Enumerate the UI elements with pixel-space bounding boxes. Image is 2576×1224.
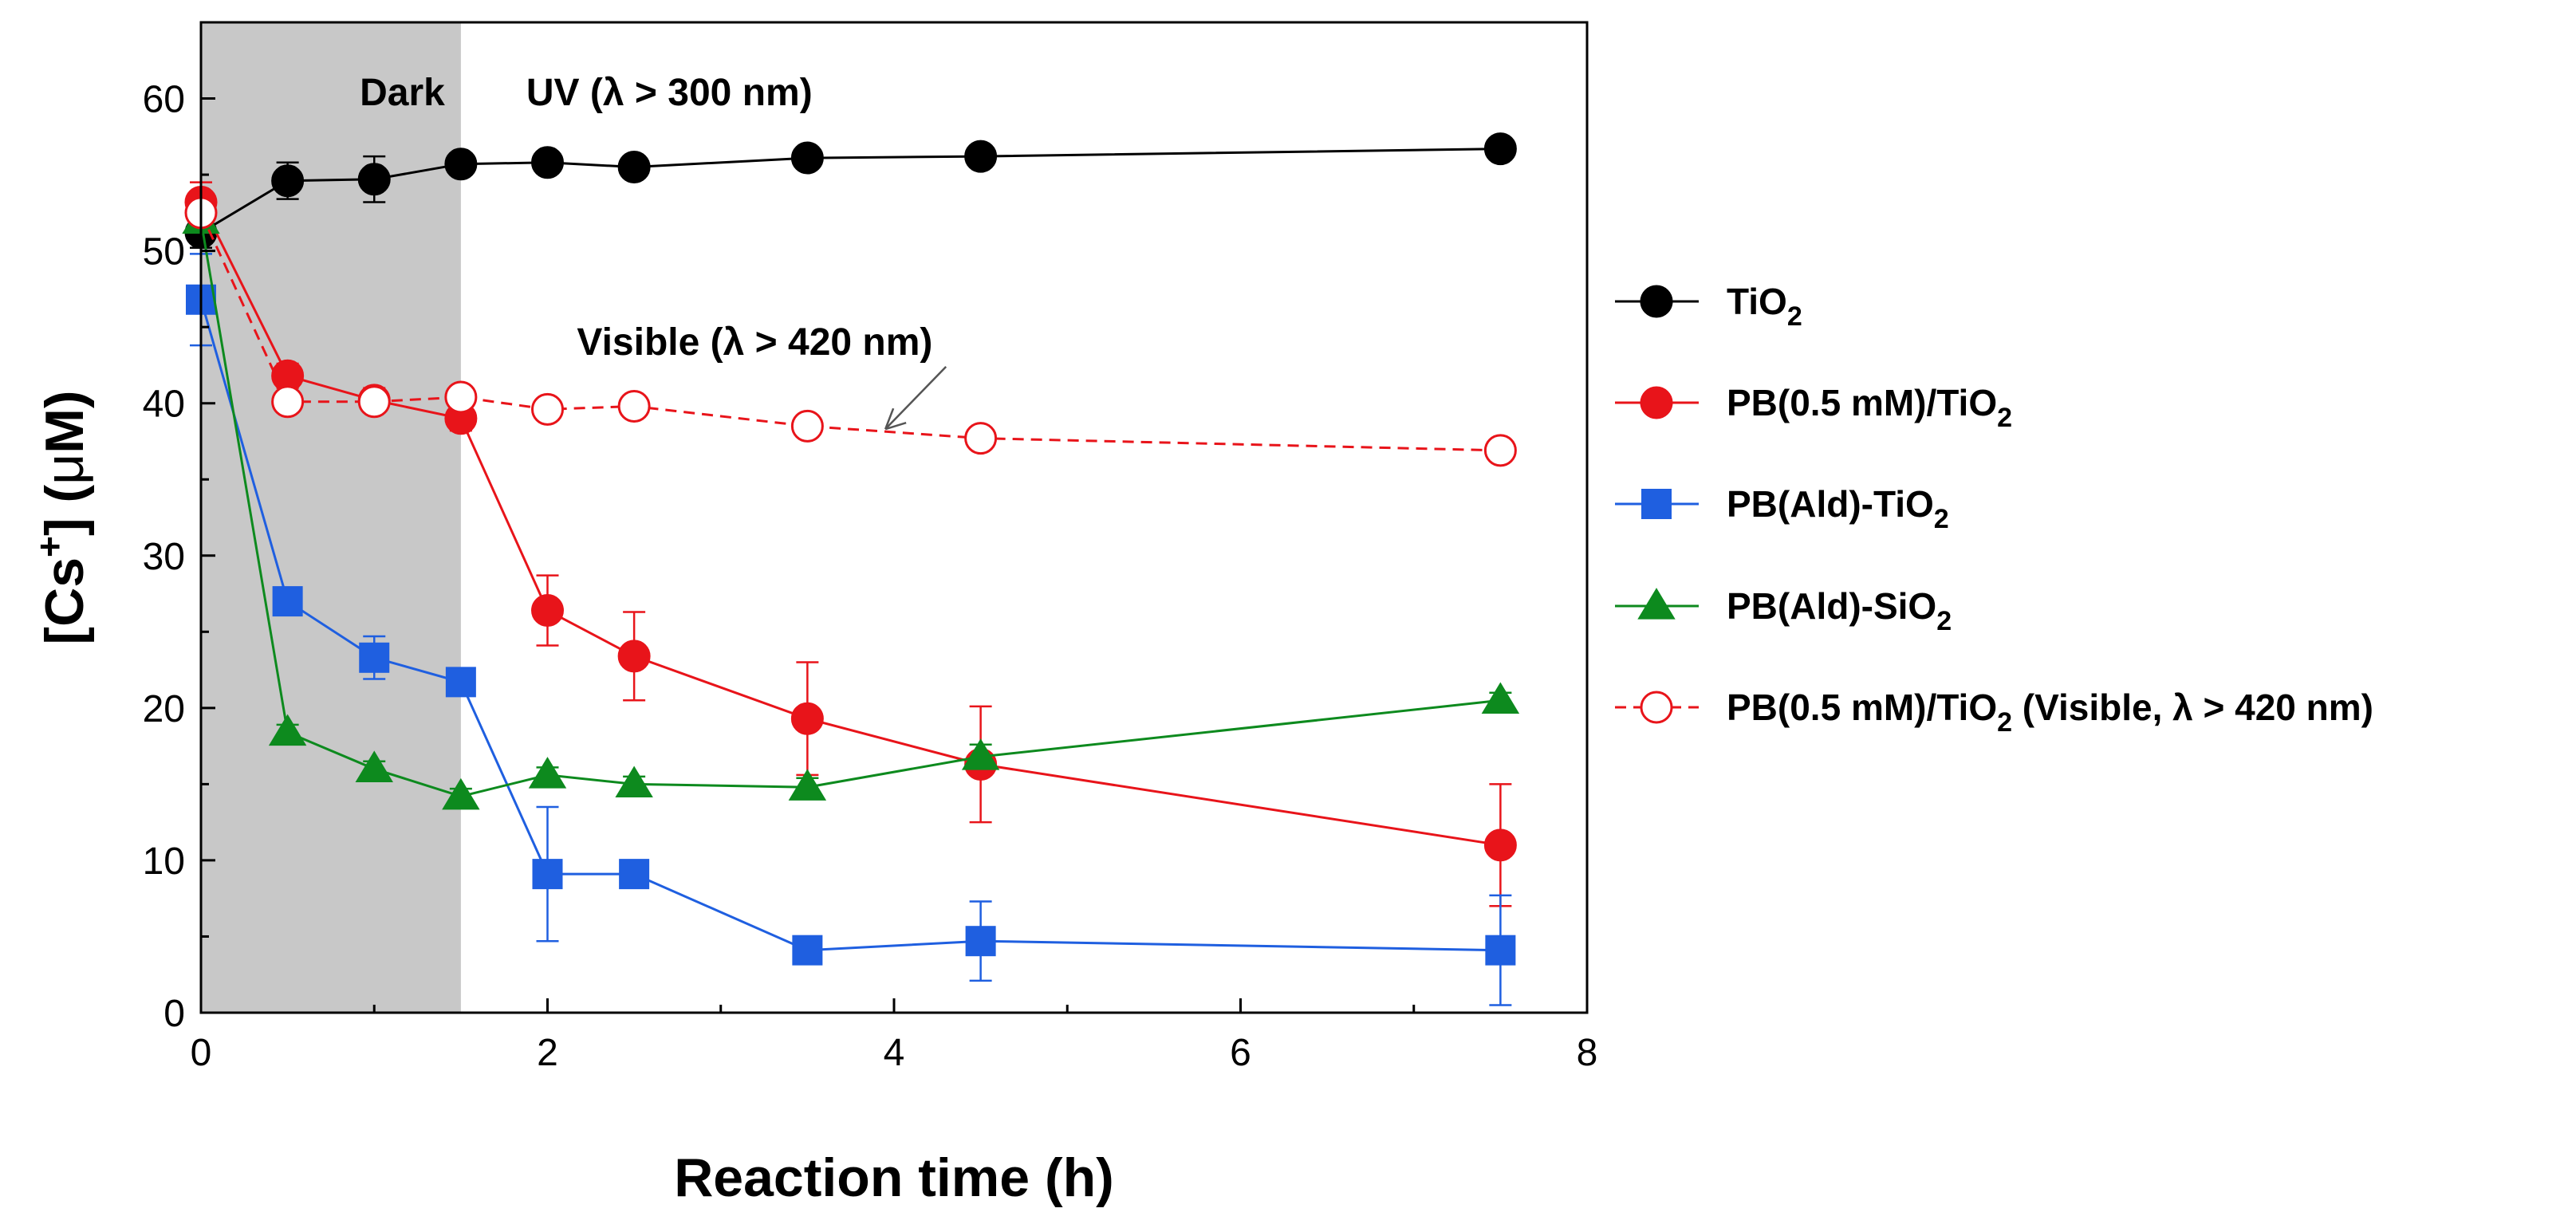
legend-label-main: PB(0.5 mM)/TiO xyxy=(1727,687,1997,728)
y-axis-title-mu: μ xyxy=(34,454,95,485)
data-point-pb-tio2-visible xyxy=(1483,434,1517,467)
y-tick-label: 40 xyxy=(143,384,185,426)
data-point-tio2 xyxy=(271,164,305,198)
dark-region xyxy=(201,22,461,1013)
legend-label-main: PB(Ald)-SiO xyxy=(1727,585,1936,627)
data-point-pb-ald-tio2 xyxy=(445,667,476,698)
legend-label-pb-tio2-visible: PB(0.5 mM)/TiO2 (Visible, λ > 420 nm) xyxy=(1727,687,2373,738)
data-point-pb-ald-tio2 xyxy=(1485,935,1516,966)
plot-area: Dark UV (λ > 300 nm) Visible (λ > 420 nm) xyxy=(182,22,1520,1013)
data-point-pb-ald-tio2 xyxy=(619,859,650,890)
legend-item-pb-tio2-visible: PB(0.5 mM)/TiO2 (Visible, λ > 420 nm) xyxy=(1615,687,2373,738)
data-point-pb-ald-sio2 xyxy=(961,738,1000,770)
legend-label-main: TiO xyxy=(1727,281,1787,322)
data-point-pb-tio2-visible xyxy=(357,385,391,419)
x-tick-label: 8 xyxy=(1577,1032,1598,1074)
y-axis-title-open: [Cs xyxy=(34,557,95,645)
data-point-pb-ald-sio2 xyxy=(528,757,567,789)
legend-item-pb-ald-tio2: PB(Ald)-TiO2 xyxy=(1615,483,1949,534)
data-point-pb-tio2-visible xyxy=(964,422,998,455)
legend-label-pb-ald-tio2: PB(Ald)-TiO2 xyxy=(1727,483,1949,534)
series-pb-ald-sio2 xyxy=(182,202,1520,810)
y-axis-title-unit: M) xyxy=(34,390,95,453)
y-tick-label: 0 xyxy=(163,993,185,1035)
data-point-tio2 xyxy=(964,140,998,173)
x-tick-label: 2 xyxy=(537,1032,558,1074)
legend-label-main: PB(Ald)-TiO xyxy=(1727,483,1934,525)
data-point-tio2 xyxy=(1483,132,1517,166)
legend-marker-pb-tio2-visible xyxy=(1640,691,1673,724)
y-tick-label: 60 xyxy=(143,79,185,121)
data-point-pb-tio2-visible xyxy=(790,409,824,443)
data-point-pb-tio2 xyxy=(790,702,824,735)
legend-item-tio2: TiO2 xyxy=(1615,281,1802,332)
data-point-pb-tio2-visible xyxy=(444,380,478,414)
data-point-pb-ald-tio2 xyxy=(272,586,303,617)
data-point-pb-tio2-visible xyxy=(531,392,564,426)
x-tick-label: 6 xyxy=(1230,1032,1251,1074)
data-point-pb-ald-tio2 xyxy=(792,935,823,966)
legend-label-pb-tio2: PB(0.5 mM)/TiO2 xyxy=(1727,382,2012,433)
legend-label-tio2: TiO2 xyxy=(1727,281,1802,332)
series-pb-ald-tio2 xyxy=(186,253,1516,1006)
legend-marker-tio2 xyxy=(1640,285,1673,318)
annotation-dark: Dark xyxy=(360,72,445,114)
legend-label-sub: 2 xyxy=(1787,301,1802,332)
legend-label-sub: 2 xyxy=(1997,707,2012,738)
data-point-pb-tio2 xyxy=(531,594,564,628)
legend-marker-pb-ald-tio2 xyxy=(1641,489,1672,519)
legend-label-main: PB(0.5 mM)/TiO xyxy=(1727,382,1997,423)
data-point-tio2 xyxy=(531,146,564,179)
data-point-pb-tio2-visible xyxy=(617,390,651,423)
data-point-tio2 xyxy=(444,148,478,181)
legend-label-sub: 2 xyxy=(1997,403,2012,433)
data-point-pb-ald-sio2 xyxy=(615,765,653,798)
y-axis-title-close: ] ( xyxy=(34,485,95,537)
data-point-pb-ald-sio2 xyxy=(442,777,480,810)
data-point-pb-ald-sio2 xyxy=(268,714,307,746)
x-axis-title: Reaction time (h) xyxy=(674,1147,1114,1208)
legend-label-pb-ald-sio2: PB(Ald)-SiO2 xyxy=(1727,585,1952,636)
annotation-arrow xyxy=(884,365,947,431)
annotation-visible: Visible (λ > 420 nm) xyxy=(577,321,932,364)
data-point-pb-ald-sio2 xyxy=(355,750,393,782)
x-tick-label: 4 xyxy=(884,1032,905,1074)
annotation-uv: UV (λ > 300 nm) xyxy=(526,72,813,114)
legend-label-suffix: (Visible, λ > 420 nm) xyxy=(2012,687,2373,728)
data-point-tio2 xyxy=(617,151,651,184)
y-tick-label: 10 xyxy=(143,840,185,883)
legend-label-sub: 2 xyxy=(1936,606,1952,636)
y-tick-label: 20 xyxy=(143,688,185,730)
axes: 0 2 4 6 8 0 10 20 30 40 50 60 Reaction time (h) [Cs+]… xyxy=(29,21,1598,1208)
data-point-pb-tio2 xyxy=(1483,828,1517,862)
y-axis-title-sup: + xyxy=(29,536,70,557)
data-point-tio2 xyxy=(357,163,391,196)
legend-marker-pb-tio2 xyxy=(1640,386,1673,419)
data-point-pb-ald-sio2 xyxy=(788,769,827,801)
series-pb-tio2-visible xyxy=(184,196,1517,467)
data-point-tio2 xyxy=(790,141,824,175)
data-point-pb-ald-sio2 xyxy=(1481,682,1520,714)
data-point-pb-tio2 xyxy=(617,640,651,673)
y-tick-label: 50 xyxy=(143,231,185,274)
legend-item-pb-ald-sio2: PB(Ald)-SiO2 xyxy=(1615,585,1952,636)
y-axis-title: [Cs+] (μM) xyxy=(29,390,95,644)
legend-item-pb-tio2: PB(0.5 mM)/TiO2 xyxy=(1615,382,2012,433)
data-point-pb-ald-tio2 xyxy=(965,926,996,957)
data-point-pb-ald-tio2 xyxy=(359,642,390,673)
legend-label-sub: 2 xyxy=(1934,504,1949,534)
data-point-pb-tio2-visible xyxy=(271,385,305,419)
x-tick-label: 0 xyxy=(191,1032,212,1074)
data-point-pb-ald-tio2 xyxy=(532,859,563,890)
legend-marker-pb-ald-sio2 xyxy=(1637,588,1676,620)
y-tick-label: 30 xyxy=(143,536,185,578)
annotation-arrow-head xyxy=(884,407,907,431)
